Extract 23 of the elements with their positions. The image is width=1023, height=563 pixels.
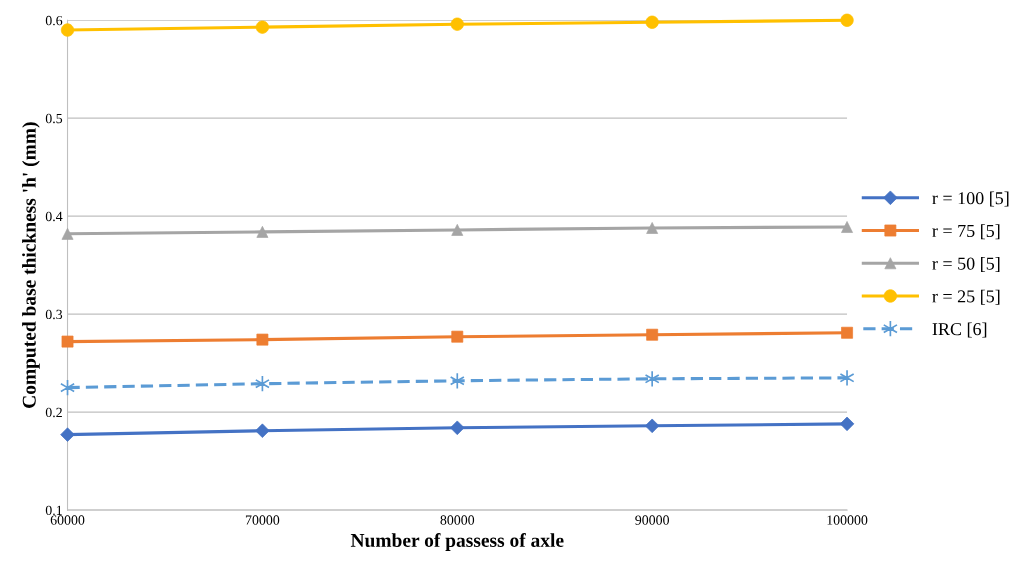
x-tick-label: 100000 xyxy=(827,515,868,525)
point xyxy=(839,369,855,387)
legend-label: r = 25 [5] xyxy=(932,289,1000,305)
y-axis-title: Computed base thickness 'h' (mm) xyxy=(22,122,40,408)
x-tick-label: 60000 xyxy=(50,515,85,525)
legend-label: IRC [6] xyxy=(932,322,987,338)
point xyxy=(449,372,465,390)
point xyxy=(841,221,853,233)
x-axis-title: Number of passess of axle xyxy=(350,533,564,551)
legend-label: r = 100 [5] xyxy=(932,191,1009,207)
y-tick-label: 0.2 xyxy=(45,407,62,418)
legend-label: r = 50 [5] xyxy=(932,257,1000,272)
y-tick-label: 0.1 xyxy=(45,505,62,516)
y-tick-label: 0.3 xyxy=(45,309,63,320)
x-tick-label: 80000 xyxy=(440,515,475,525)
y-tick-label: 0.5 xyxy=(45,113,63,124)
y-tick-label: 0.4 xyxy=(45,211,63,222)
legend-label: r = 75 [5] xyxy=(932,224,1000,240)
point xyxy=(841,326,853,339)
x-tick-label: 70000 xyxy=(245,515,280,525)
x-tick-label: 90000 xyxy=(635,515,669,525)
y-tick-label: 0.6 xyxy=(45,15,63,26)
point xyxy=(644,370,660,388)
